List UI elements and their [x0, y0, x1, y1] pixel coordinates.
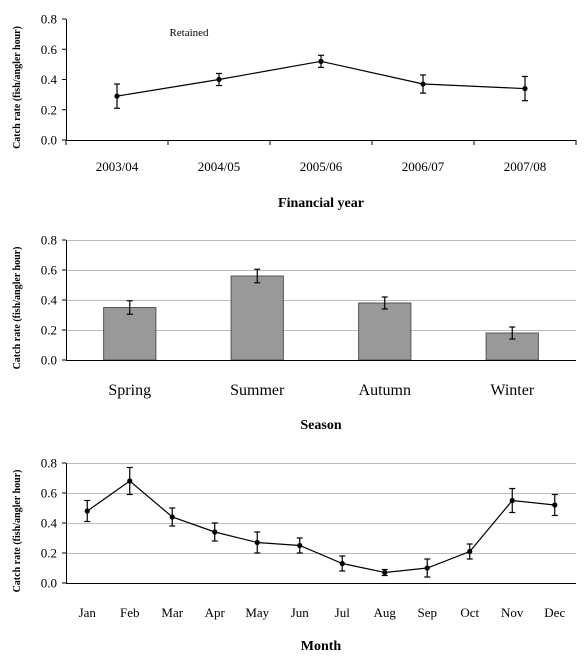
y-tick-label: 0.2 — [41, 102, 57, 117]
x-tick-label: Jul — [335, 605, 351, 620]
x-tick-label: 2005/06 — [300, 159, 343, 174]
x-tick-label: Apr — [205, 605, 226, 620]
x-tick-label: 2006/07 — [402, 159, 445, 174]
x-tick-label: Mar — [161, 605, 183, 620]
data-point — [509, 497, 515, 504]
y-tick-label: 0.0 — [41, 353, 57, 368]
x-tick-label: Jun — [291, 605, 310, 620]
x-tick-label: Spring — [108, 382, 151, 399]
y-tick-label: 0.6 — [41, 486, 58, 501]
data-point — [552, 502, 558, 508]
y-tick-label: 0.8 — [41, 12, 57, 27]
data-point — [216, 76, 222, 83]
y-tick-label: 0.4 — [41, 293, 58, 308]
x-axis-title: Financial year — [278, 196, 364, 211]
data-point — [424, 565, 430, 571]
chart-3: 0.0 0.2 0.4 0.6 0.8 Jan Feb Mar Apr May Jun Jul Aug S… — [12, 456, 576, 654]
x-tick-label: Oct — [460, 605, 479, 620]
x-tick-label: May — [245, 605, 269, 620]
data-point — [127, 478, 133, 484]
y-axis-title: Catch rate (fish/angler hour) — [12, 26, 23, 149]
data-point — [467, 548, 473, 555]
x-tick-label: Feb — [120, 605, 140, 620]
y-tick-label: 0.2 — [41, 323, 57, 338]
x-tick-label: Aug — [374, 605, 397, 620]
chart-2: 0.0 0.2 0.4 0.6 0.8 Spring Summer Autumn Winter S… — [12, 233, 576, 433]
bar — [103, 307, 157, 361]
series-line — [86, 480, 555, 574]
bar — [230, 275, 284, 361]
data-point — [212, 529, 218, 535]
x-tick-label: Winter — [490, 382, 534, 399]
data-point — [297, 542, 303, 549]
data-point — [382, 569, 388, 576]
x-tick-label: 2007/08 — [504, 159, 547, 174]
y-tick-label: 0.6 — [41, 42, 58, 57]
y-tick-label: 0.2 — [41, 546, 57, 561]
data-point — [84, 508, 90, 514]
y-axis-title: Catch rate (fish/angler hour) — [12, 247, 23, 370]
data-point — [318, 58, 324, 64]
annotation-label: Retained — [169, 27, 209, 39]
y-tick-label: 0.4 — [41, 72, 58, 87]
x-axis-title: Season — [300, 418, 341, 433]
data-point — [169, 514, 175, 520]
data-point — [114, 93, 120, 99]
y-tick-label: 0.4 — [41, 516, 58, 531]
y-tick-label: 0.8 — [41, 456, 57, 471]
chart-1: 0.0 0.2 0.4 0.6 0.8 2003/04 2004/05 2005/06 2006… — [12, 12, 577, 211]
data-point — [254, 539, 260, 546]
x-tick-label: 2004/05 — [198, 159, 241, 174]
x-tick-label: Jan — [79, 605, 97, 620]
x-axis-title: Month — [301, 639, 342, 654]
data-point — [522, 85, 528, 92]
y-axis-title: Catch rate (fish/angler hour) — [12, 470, 23, 593]
x-tick-label: Dec — [544, 605, 565, 620]
y-tick-label: 0.6 — [41, 263, 58, 278]
x-tick-label: 2003/04 — [96, 159, 139, 174]
x-tick-label: Autumn — [359, 382, 411, 399]
y-tick-label: 0.0 — [41, 133, 57, 148]
x-tick-label: Nov — [501, 605, 524, 620]
x-tick-label: Sep — [418, 605, 438, 620]
y-tick-label: 0.0 — [41, 576, 57, 591]
bar — [358, 302, 412, 361]
data-point — [420, 81, 426, 87]
data-point — [339, 560, 345, 567]
x-tick-label: Summer — [230, 382, 285, 399]
y-tick-label: 0.8 — [41, 233, 57, 248]
